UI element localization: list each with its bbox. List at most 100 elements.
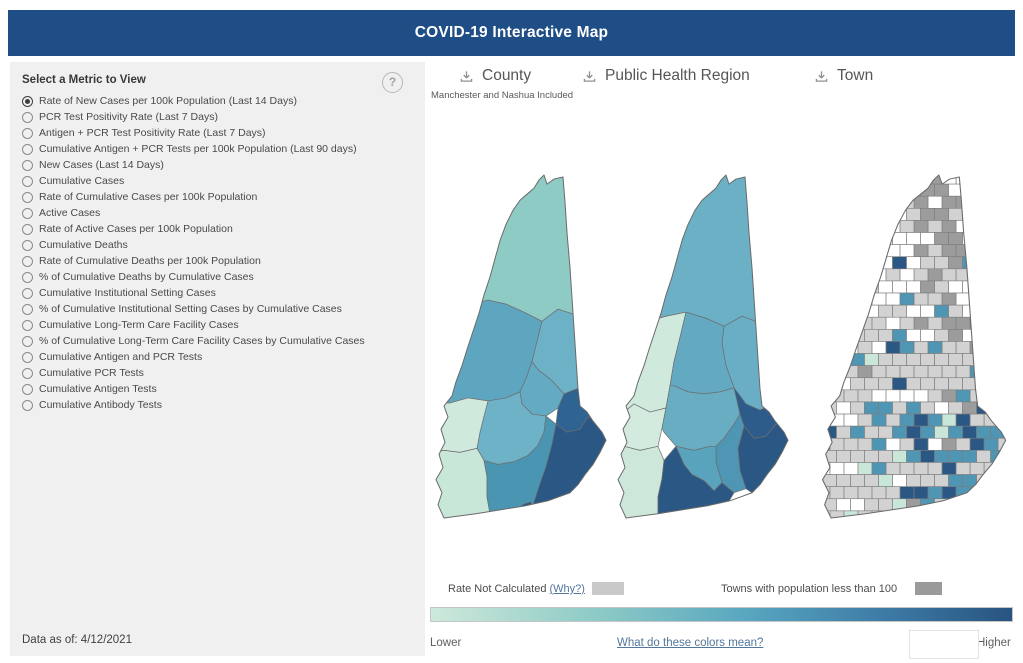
town-cell[interactable] — [927, 244, 943, 258]
town-cell[interactable] — [885, 413, 901, 427]
town-cell[interactable] — [949, 523, 963, 525]
town-cell[interactable] — [948, 425, 963, 439]
radio-icon[interactable] — [22, 223, 33, 235]
town-cell[interactable] — [906, 208, 921, 221]
town-cell[interactable] — [941, 220, 957, 233]
town-cell[interactable] — [864, 232, 879, 245]
town-cell[interactable] — [920, 474, 935, 487]
town-cell[interactable] — [962, 450, 977, 463]
town-cell[interactable] — [850, 474, 865, 487]
town-cell[interactable] — [850, 183, 865, 197]
town-cell[interactable] — [899, 437, 915, 451]
town-cell[interactable] — [941, 389, 957, 403]
radio-icon[interactable] — [22, 367, 33, 379]
town-cell[interactable] — [816, 341, 831, 354]
town-cell[interactable] — [864, 474, 879, 487]
town-cell[interactable] — [878, 353, 893, 366]
town-cell[interactable] — [822, 450, 837, 463]
town-cell[interactable] — [927, 389, 943, 403]
town-cell[interactable] — [913, 462, 929, 475]
town-cell[interactable] — [871, 437, 887, 451]
metric-option[interactable]: Rate of New Cases per 100k Population (L… — [22, 93, 365, 109]
town-cell[interactable] — [920, 377, 935, 391]
town-cell[interactable] — [927, 292, 943, 306]
town-cell[interactable] — [1004, 353, 1010, 366]
metric-option[interactable]: Cumulative Antibody Tests — [22, 397, 365, 413]
town-cell[interactable] — [843, 172, 859, 185]
town-cell[interactable] — [920, 450, 935, 463]
radio-icon[interactable] — [22, 143, 33, 155]
town-cell[interactable] — [962, 208, 977, 221]
map-region-southwest[interactable] — [430, 447, 491, 520]
colors-meaning-link[interactable]: What do these colors mean? — [617, 637, 764, 649]
town-cell[interactable] — [920, 208, 935, 221]
town-cell[interactable] — [934, 280, 949, 294]
town-cell[interactable] — [822, 353, 837, 366]
town-cell[interactable] — [857, 244, 873, 258]
town-cell[interactable] — [963, 523, 977, 525]
radio-icon[interactable] — [22, 319, 33, 331]
town-cell[interactable] — [983, 316, 999, 330]
town-cell[interactable] — [879, 523, 893, 525]
town-cell[interactable] — [843, 316, 859, 330]
town-cell[interactable] — [941, 462, 957, 475]
town-cell[interactable] — [857, 365, 873, 379]
town-cell[interactable] — [878, 474, 893, 487]
town-cell[interactable] — [906, 183, 921, 197]
town-cell[interactable] — [836, 401, 851, 415]
town-cell[interactable] — [913, 413, 929, 427]
town-cell[interactable] — [843, 510, 859, 523]
town-cell[interactable] — [816, 401, 823, 415]
town-cell[interactable] — [892, 474, 907, 487]
town-cell[interactable] — [878, 208, 893, 221]
town-cell[interactable] — [892, 450, 907, 463]
town-cell[interactable] — [990, 450, 1005, 463]
metric-option[interactable]: Cumulative Antigen Tests — [22, 381, 365, 397]
town-cell[interactable] — [934, 232, 949, 245]
town-cell[interactable] — [913, 365, 929, 379]
town-cell[interactable] — [864, 304, 879, 318]
town-cell[interactable] — [843, 462, 859, 475]
town-cell[interactable] — [955, 365, 971, 379]
town-cell[interactable] — [816, 353, 823, 366]
town-cell[interactable] — [990, 498, 1005, 512]
town-cell[interactable] — [962, 474, 977, 487]
town-cell[interactable] — [843, 341, 859, 354]
town-cell[interactable] — [920, 329, 935, 342]
town-cell[interactable] — [969, 437, 985, 451]
town-cell[interactable] — [857, 389, 873, 403]
town-cell[interactable] — [816, 256, 823, 270]
town-cell[interactable] — [829, 244, 845, 258]
town-cell[interactable] — [816, 208, 823, 221]
town-cell[interactable] — [850, 498, 865, 512]
town-cell[interactable] — [934, 329, 949, 342]
metric-option[interactable]: Active Cases — [22, 205, 365, 221]
town-cell[interactable] — [913, 268, 929, 282]
town-cell[interactable] — [836, 183, 851, 197]
town-cell[interactable] — [948, 208, 963, 221]
town-cell[interactable] — [871, 172, 887, 185]
town-cell[interactable] — [997, 172, 1010, 185]
town-cell[interactable] — [843, 220, 859, 233]
town-cell[interactable] — [816, 172, 831, 185]
town-cell[interactable] — [969, 462, 985, 475]
town-cell[interactable] — [899, 413, 915, 427]
town-cell[interactable] — [976, 183, 991, 197]
town-cell[interactable] — [906, 329, 921, 342]
town-cell[interactable] — [962, 401, 977, 415]
town-cell[interactable] — [948, 377, 963, 391]
town-cell[interactable] — [857, 195, 873, 209]
town-cell[interactable] — [836, 498, 851, 512]
town-cell[interactable] — [941, 341, 957, 354]
town-cell[interactable] — [816, 304, 823, 318]
why-link[interactable]: (Why?) — [549, 583, 585, 595]
town-cell[interactable] — [892, 329, 907, 342]
town-cell[interactable] — [871, 389, 887, 403]
town-cell[interactable] — [816, 183, 823, 197]
town-cell[interactable] — [913, 341, 929, 354]
town-cell[interactable] — [955, 292, 971, 306]
town-cell[interactable] — [829, 413, 845, 427]
town-cell[interactable] — [962, 425, 977, 439]
town-cell[interactable] — [976, 329, 991, 342]
town-cell[interactable] — [871, 244, 887, 258]
